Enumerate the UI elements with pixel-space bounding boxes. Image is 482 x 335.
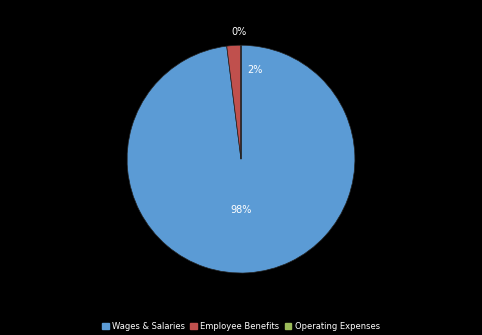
Legend: Wages & Salaries, Employee Benefits, Operating Expenses: Wages & Salaries, Employee Benefits, Ope… bbox=[99, 319, 383, 334]
Text: 0%: 0% bbox=[231, 26, 246, 37]
Text: 98%: 98% bbox=[230, 205, 252, 215]
Wedge shape bbox=[127, 45, 355, 273]
Wedge shape bbox=[227, 45, 241, 159]
Text: 2%: 2% bbox=[247, 65, 262, 75]
